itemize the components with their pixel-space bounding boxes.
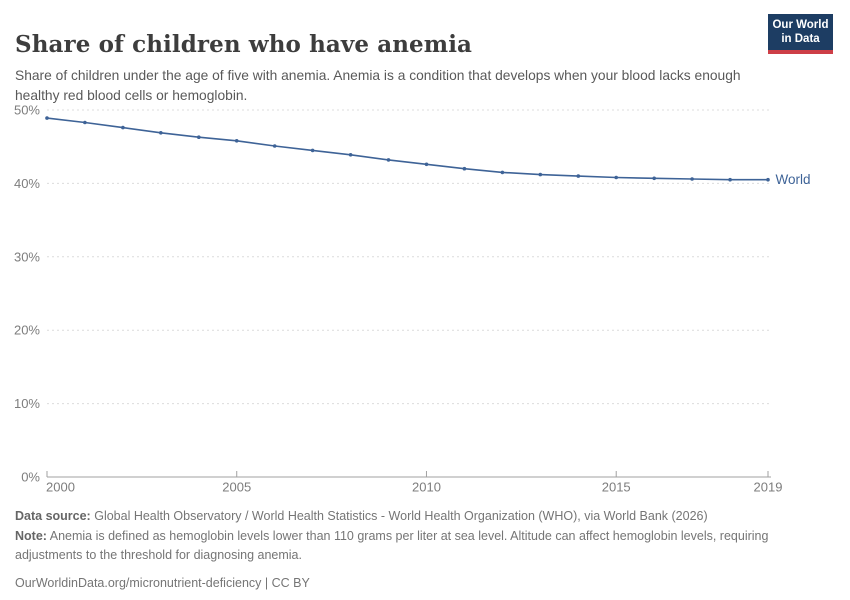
data-point bbox=[348, 153, 353, 157]
owid-logo-line2: in Data bbox=[781, 33, 820, 45]
data-point bbox=[614, 175, 618, 180]
data-point bbox=[386, 158, 391, 162]
data-source-label: Data source: bbox=[15, 509, 91, 523]
chart-footer: Data source: Global Health Observatory /… bbox=[15, 507, 837, 593]
data-point bbox=[45, 116, 49, 120]
data-point bbox=[690, 177, 694, 181]
data-point bbox=[728, 177, 732, 182]
data-point bbox=[121, 125, 125, 130]
y-axis-tick-label: 10% bbox=[14, 396, 40, 411]
data-point bbox=[500, 170, 505, 175]
y-axis-tick-label: 50% bbox=[14, 103, 40, 118]
data-point bbox=[159, 131, 163, 135]
y-axis-tick-label: 20% bbox=[14, 323, 40, 338]
data-point bbox=[310, 148, 315, 153]
data-point bbox=[234, 139, 239, 143]
world-line-series bbox=[46, 117, 768, 181]
x-axis-tick-label: 2015 bbox=[602, 480, 631, 495]
y-axis-tick-label: 0% bbox=[21, 470, 40, 485]
note-row: Note: Anemia is defined as hemoglobin le… bbox=[15, 527, 837, 564]
x-axis-tick-label: 2005 bbox=[222, 480, 251, 495]
data-point bbox=[462, 166, 467, 171]
data-point bbox=[272, 144, 277, 148]
owid-logo-line1: Our World bbox=[772, 19, 829, 31]
y-axis-tick-label: 40% bbox=[14, 176, 40, 191]
data-point bbox=[766, 177, 770, 182]
data-source-row: Data source: Global Health Observatory /… bbox=[15, 507, 837, 526]
data-point bbox=[576, 174, 581, 178]
data-point bbox=[652, 176, 656, 181]
data-point bbox=[538, 172, 543, 177]
data-point bbox=[424, 162, 429, 167]
data-point bbox=[83, 120, 87, 125]
x-axis-tick-label: 2019 bbox=[754, 480, 783, 495]
data-point bbox=[197, 135, 201, 139]
chart-title: Share of children who have anemia bbox=[15, 31, 473, 59]
x-axis-tick-label: 2000 bbox=[46, 480, 75, 495]
y-axis-tick-label: 30% bbox=[14, 249, 40, 264]
series-end-label: World bbox=[776, 172, 811, 187]
data-source-text: Global Health Observatory / World Health… bbox=[94, 509, 708, 523]
x-axis-tick-label: 2010 bbox=[412, 480, 441, 495]
note-label: Note: bbox=[15, 529, 47, 543]
chart-subtitle: Share of children under the age of five … bbox=[15, 67, 741, 103]
note-text: Anemia is defined as hemoglobin levels l… bbox=[15, 529, 769, 562]
owid-logo: Our World in Data bbox=[768, 14, 833, 54]
citation-link[interactable]: OurWorldinData.org/micronutrient-deficie… bbox=[15, 576, 310, 590]
